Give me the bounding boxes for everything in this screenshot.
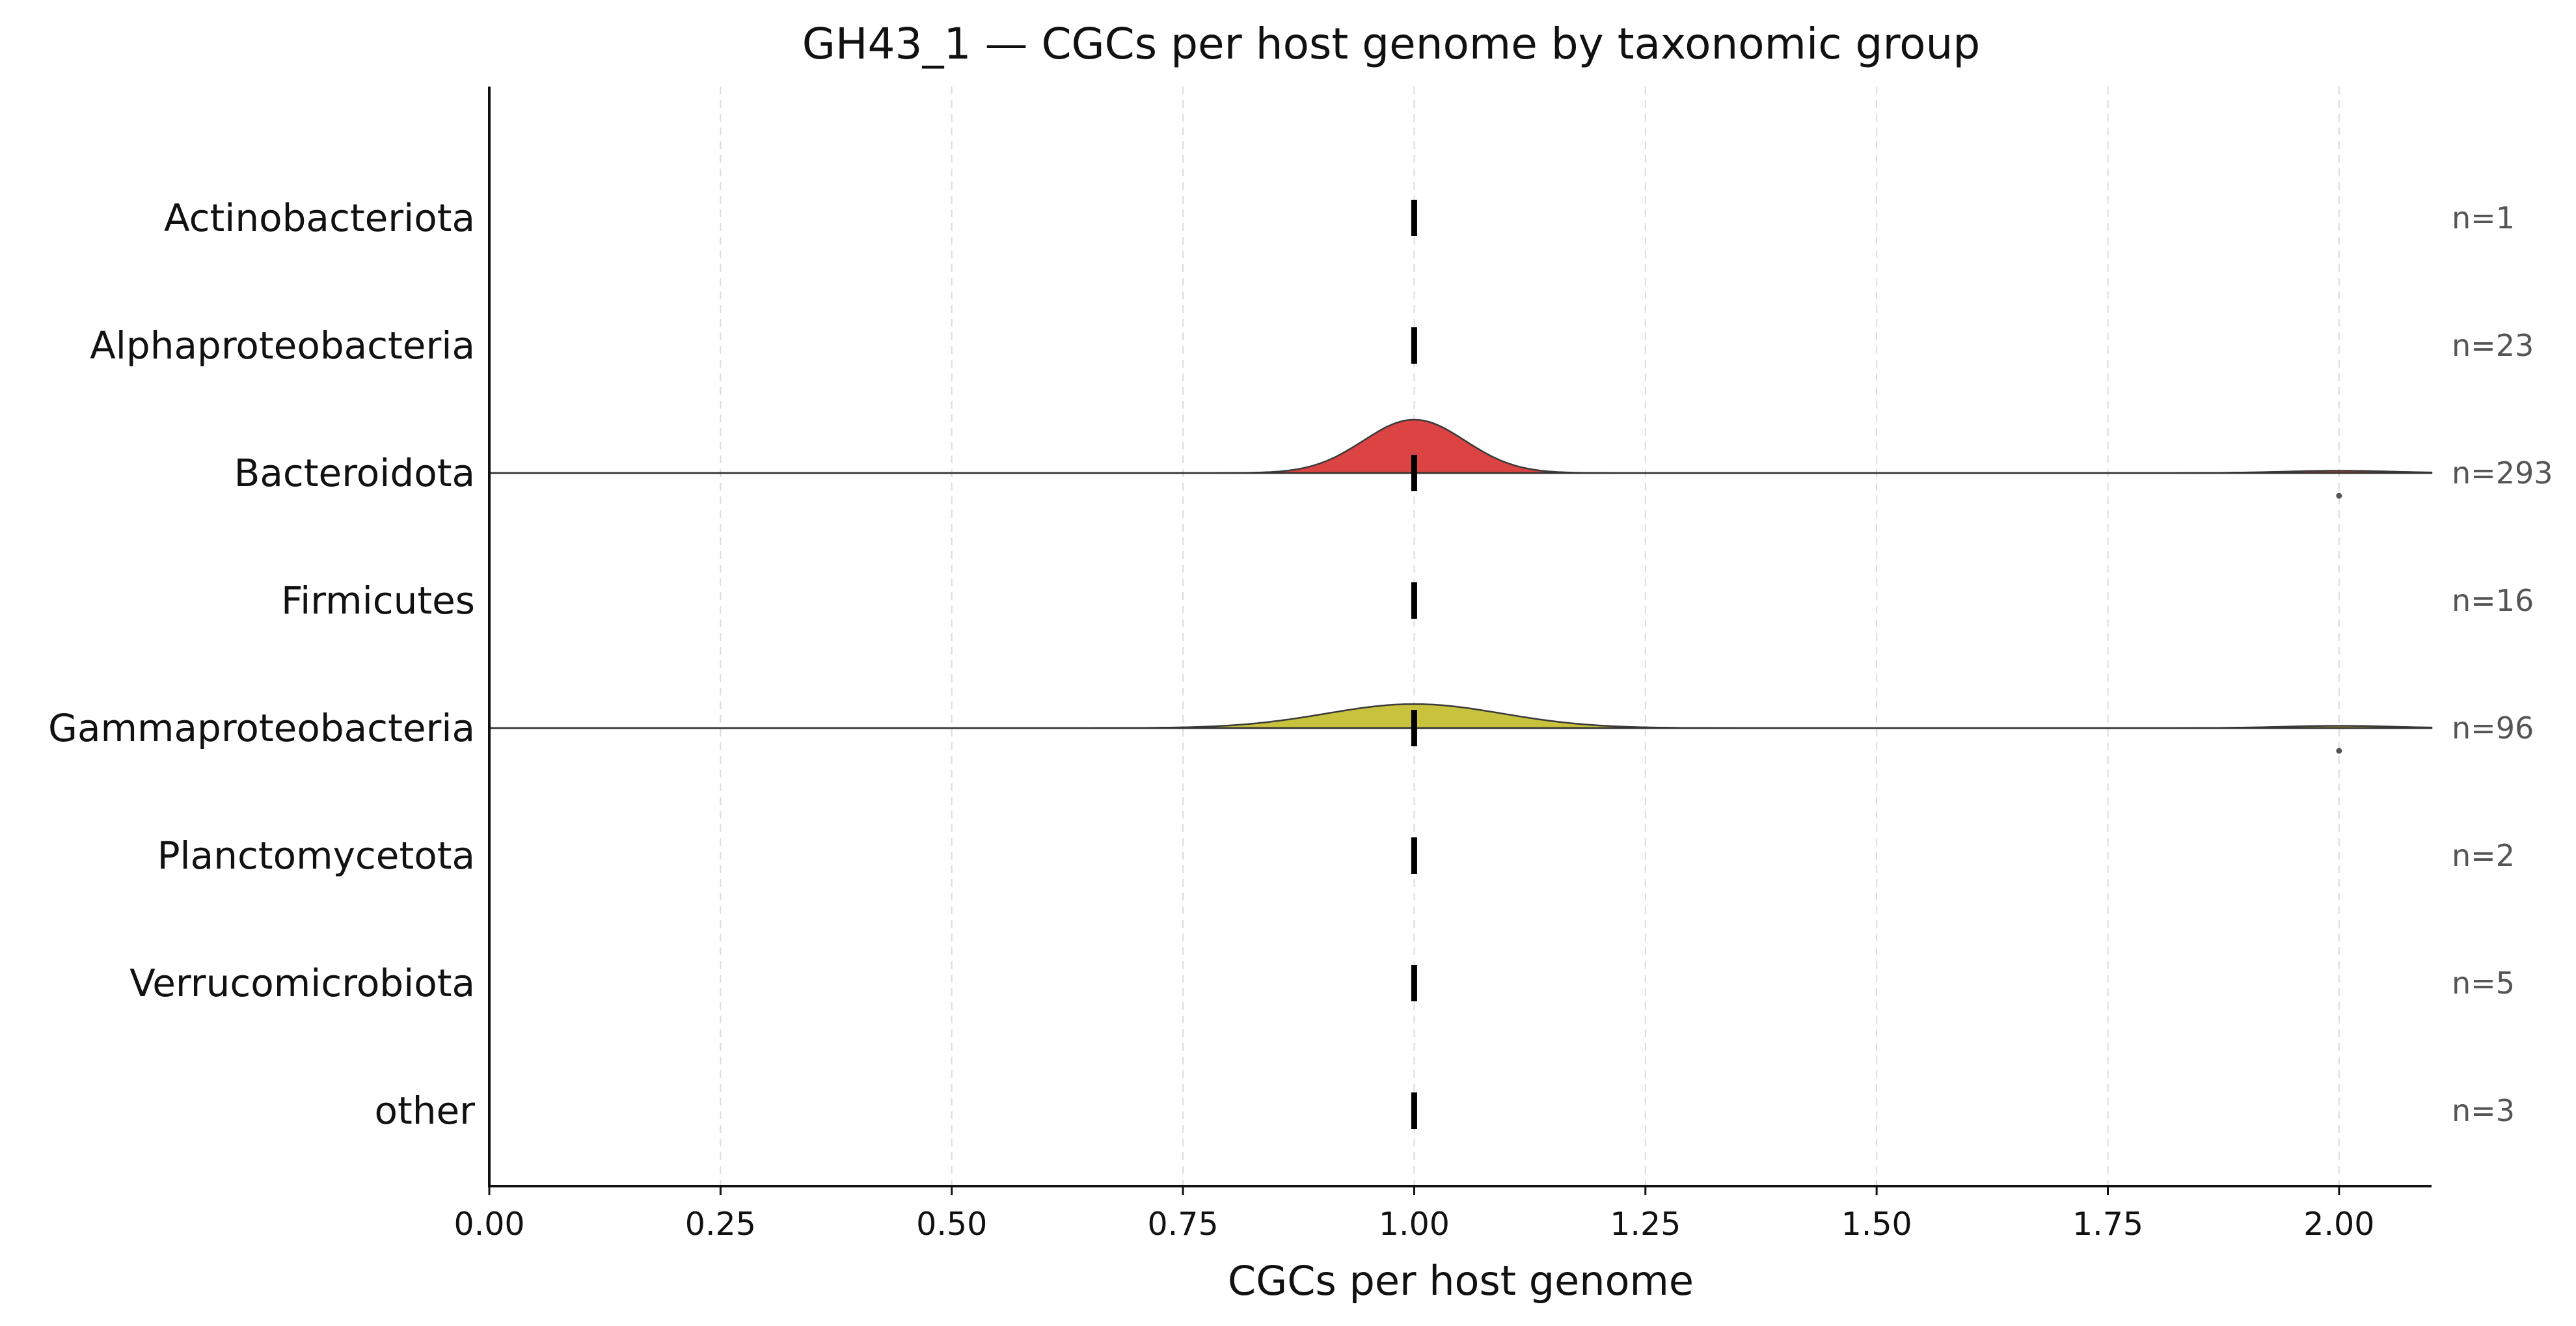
category-label: Actinobacteriota	[164, 196, 475, 240]
x-tick-label: 0.75	[1148, 1206, 1219, 1243]
outlier-point	[2336, 493, 2342, 499]
category-label: other	[374, 1089, 475, 1133]
count-labels: n=1 n=23 n=293 n=16 n=96 n=2 n=5 n=3	[2452, 200, 2553, 1128]
x-tick-label: 0.50	[916, 1206, 987, 1243]
ridge-densities	[489, 418, 2433, 729]
outlier-points	[2336, 493, 2342, 754]
count-label: n=2	[2452, 838, 2515, 873]
category-label: Bacteroidota	[234, 451, 475, 495]
category-label: Gammaproteobacteria	[48, 706, 475, 750]
density-ridge	[489, 418, 2433, 474]
category-label: Alphaproteobacteria	[90, 323, 475, 368]
x-tick-label: 2.00	[2303, 1206, 2374, 1243]
x-tick-label: 1.75	[2072, 1206, 2143, 1243]
category-label: Verrucomicrobiota	[129, 961, 475, 1005]
category-labels: Actinobacteriota Alphaproteobacteria Bacte…	[48, 196, 475, 1133]
x-axis-ticks: 0.00 0.25 0.50 0.75 1.00 1.25 1.50 1.75 2.00	[454, 1186, 2374, 1243]
count-label: n=1	[2452, 200, 2515, 236]
x-tick-label: 1.50	[1841, 1206, 1912, 1243]
x-tick-label: 1.00	[1379, 1206, 1450, 1243]
count-label: n=96	[2452, 710, 2534, 746]
chart-title: GH43_1 — CGCs per host genome by taxonom…	[802, 19, 1981, 69]
category-label: Firmicutes	[281, 578, 475, 623]
density-ridge	[489, 703, 2433, 729]
x-axis-label: CGCs per host genome	[1228, 1257, 1694, 1305]
count-label: n=23	[2452, 328, 2534, 363]
count-label: n=16	[2452, 583, 2534, 618]
x-tick-label: 0.00	[454, 1206, 524, 1243]
x-gridlines	[489, 87, 2340, 1186]
count-label: n=3	[2452, 1093, 2515, 1128]
axes	[488, 87, 2432, 1187]
category-label: Planctomycetota	[157, 833, 475, 878]
x-tick-label: 1.25	[1610, 1206, 1681, 1243]
x-tick-label: 0.25	[685, 1206, 756, 1243]
count-label: n=5	[2452, 966, 2515, 1001]
outlier-point	[2336, 748, 2342, 754]
count-label: n=293	[2452, 455, 2553, 491]
